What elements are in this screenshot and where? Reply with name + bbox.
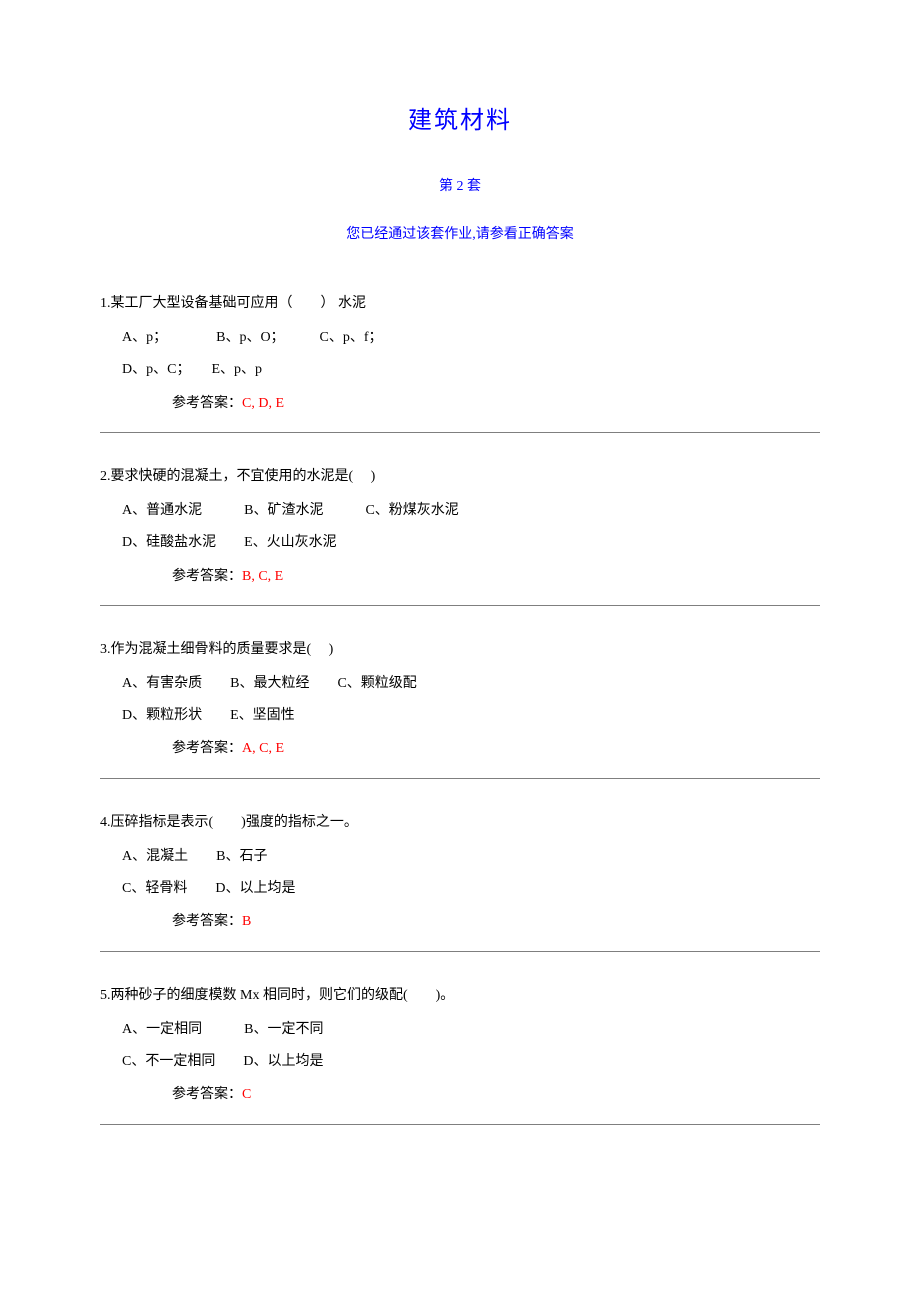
answer-value: B (242, 914, 251, 929)
option-row: A、普通水泥 B、矿渣水泥 C、粉煤灰水泥 (122, 495, 820, 527)
answer-label: 参考答案： (172, 914, 242, 929)
divider (100, 778, 820, 779)
question-block: 2.要求快硬的混凝土，不宜使用的水泥是( ) A、普通水泥 B、矿渣水泥 C、粉… (100, 461, 820, 591)
answer-label: 参考答案： (172, 396, 242, 411)
answer-line: 参考答案：A, C, E (100, 734, 820, 763)
pass-notice: 您已经通过该套作业,请参看正确答案 (100, 223, 820, 243)
answer-label: 参考答案： (172, 741, 242, 756)
question-stem: 4.压碎指标是表示( )强度的指标之一。 (100, 807, 820, 839)
answer-line: 参考答案：C (100, 1080, 820, 1109)
answer-label: 参考答案： (172, 1087, 242, 1102)
question-options: A、p； B、p、O； C、p、f； D、p、C； E、p、p (100, 322, 820, 386)
answer-value: C, D, E (242, 396, 284, 411)
answer-label: 参考答案： (172, 569, 242, 584)
divider (100, 432, 820, 433)
question-block: 4.压碎指标是表示( )强度的指标之一。 A、混凝土 B、石子 C、轻骨料 D、… (100, 807, 820, 937)
page-container: 建筑材料 第 2 套 您已经通过该套作业,请参看正确答案 1.某工厂大型设备基础… (0, 0, 920, 1195)
question-block: 5.两种砂子的细度模数 Mx 相同时，则它们的级配( )。 A、一定相同 B、一… (100, 980, 820, 1110)
answer-line: 参考答案：B (100, 907, 820, 936)
set-number: 第 2 套 (100, 175, 820, 195)
option-row: C、轻骨料 D、以上均是 (122, 873, 820, 905)
option-row: D、颗粒形状 E、坚固性 (122, 700, 820, 732)
answer-value: C (242, 1087, 251, 1102)
option-row: C、不一定相同 D、以上均是 (122, 1046, 820, 1078)
question-options: A、普通水泥 B、矿渣水泥 C、粉煤灰水泥 D、硅酸盐水泥 E、火山灰水泥 (100, 495, 820, 559)
option-row: D、硅酸盐水泥 E、火山灰水泥 (122, 527, 820, 559)
question-block: 1.某工厂大型设备基础可应用（ ） 水泥 A、p； B、p、O； C、p、f； … (100, 288, 820, 418)
answer-line: 参考答案：B, C, E (100, 562, 820, 591)
question-block: 3.作为混凝土细骨料的质量要求是( ) A、有害杂质 B、最大粒经 C、颗粒级配… (100, 634, 820, 764)
question-options: A、混凝土 B、石子 C、轻骨料 D、以上均是 (100, 841, 820, 905)
question-stem: 1.某工厂大型设备基础可应用（ ） 水泥 (100, 288, 820, 320)
divider (100, 605, 820, 606)
option-row: A、一定相同 B、一定不同 (122, 1014, 820, 1046)
divider (100, 951, 820, 952)
answer-line: 参考答案：C, D, E (100, 389, 820, 418)
question-options: A、一定相同 B、一定不同 C、不一定相同 D、以上均是 (100, 1014, 820, 1078)
question-stem: 3.作为混凝土细骨料的质量要求是( ) (100, 634, 820, 666)
option-row: D、p、C； E、p、p (122, 354, 820, 386)
question-stem: 2.要求快硬的混凝土，不宜使用的水泥是( ) (100, 461, 820, 493)
page-title: 建筑材料 (100, 100, 820, 135)
option-row: A、p； B、p、O； C、p、f； (122, 322, 820, 354)
option-row: A、混凝土 B、石子 (122, 841, 820, 873)
divider (100, 1124, 820, 1125)
question-options: A、有害杂质 B、最大粒经 C、颗粒级配 D、颗粒形状 E、坚固性 (100, 668, 820, 732)
answer-value: B, C, E (242, 569, 283, 584)
question-stem: 5.两种砂子的细度模数 Mx 相同时，则它们的级配( )。 (100, 980, 820, 1012)
option-row: A、有害杂质 B、最大粒经 C、颗粒级配 (122, 668, 820, 700)
answer-value: A, C, E (242, 741, 284, 756)
